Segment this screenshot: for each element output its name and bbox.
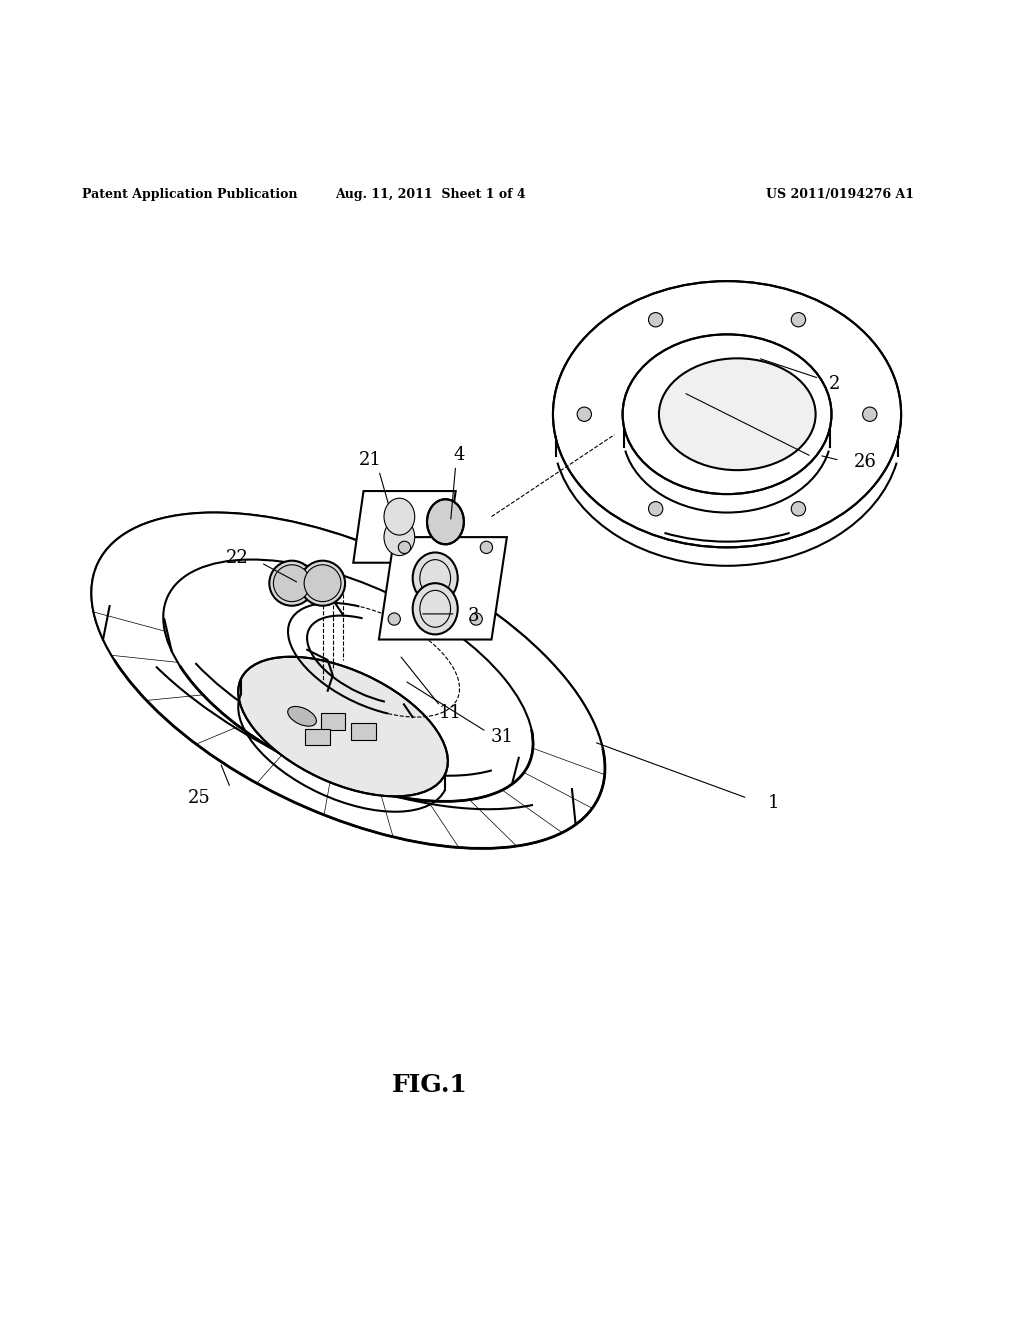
FancyBboxPatch shape <box>321 713 345 730</box>
Text: 1: 1 <box>767 795 779 812</box>
Ellipse shape <box>648 502 663 516</box>
Text: 2: 2 <box>828 375 841 392</box>
Text: 26: 26 <box>854 453 877 471</box>
Ellipse shape <box>413 553 458 603</box>
Polygon shape <box>379 537 507 639</box>
Text: 21: 21 <box>359 451 382 470</box>
Ellipse shape <box>623 334 831 494</box>
Text: 3: 3 <box>467 607 479 624</box>
Ellipse shape <box>427 499 464 544</box>
Ellipse shape <box>862 407 877 421</box>
Ellipse shape <box>91 512 605 849</box>
Ellipse shape <box>578 407 592 421</box>
Ellipse shape <box>163 560 534 801</box>
Ellipse shape <box>792 313 806 327</box>
Ellipse shape <box>300 561 345 606</box>
Ellipse shape <box>384 498 415 535</box>
Text: 4: 4 <box>453 446 465 465</box>
Ellipse shape <box>553 281 901 548</box>
Text: Aug. 11, 2011  Sheet 1 of 4: Aug. 11, 2011 Sheet 1 of 4 <box>335 187 525 201</box>
FancyBboxPatch shape <box>351 723 376 741</box>
Ellipse shape <box>480 541 493 553</box>
Ellipse shape <box>269 561 314 606</box>
Text: 25: 25 <box>188 789 211 808</box>
Ellipse shape <box>288 706 316 726</box>
Ellipse shape <box>304 565 341 602</box>
Ellipse shape <box>659 358 815 470</box>
Polygon shape <box>353 491 456 562</box>
Ellipse shape <box>384 519 415 556</box>
Text: FIG.1: FIG.1 <box>392 1073 468 1097</box>
Ellipse shape <box>388 612 400 626</box>
Text: 31: 31 <box>490 727 513 746</box>
Ellipse shape <box>398 541 411 553</box>
Ellipse shape <box>648 313 663 327</box>
Ellipse shape <box>273 565 310 602</box>
Ellipse shape <box>792 502 806 516</box>
Ellipse shape <box>239 657 447 796</box>
Text: 11: 11 <box>439 705 462 722</box>
Text: US 2011/0194276 A1: US 2011/0194276 A1 <box>766 187 913 201</box>
Text: 22: 22 <box>226 549 249 566</box>
FancyBboxPatch shape <box>305 729 330 744</box>
Ellipse shape <box>470 612 482 626</box>
Ellipse shape <box>413 583 458 635</box>
Text: Patent Application Publication: Patent Application Publication <box>82 187 297 201</box>
